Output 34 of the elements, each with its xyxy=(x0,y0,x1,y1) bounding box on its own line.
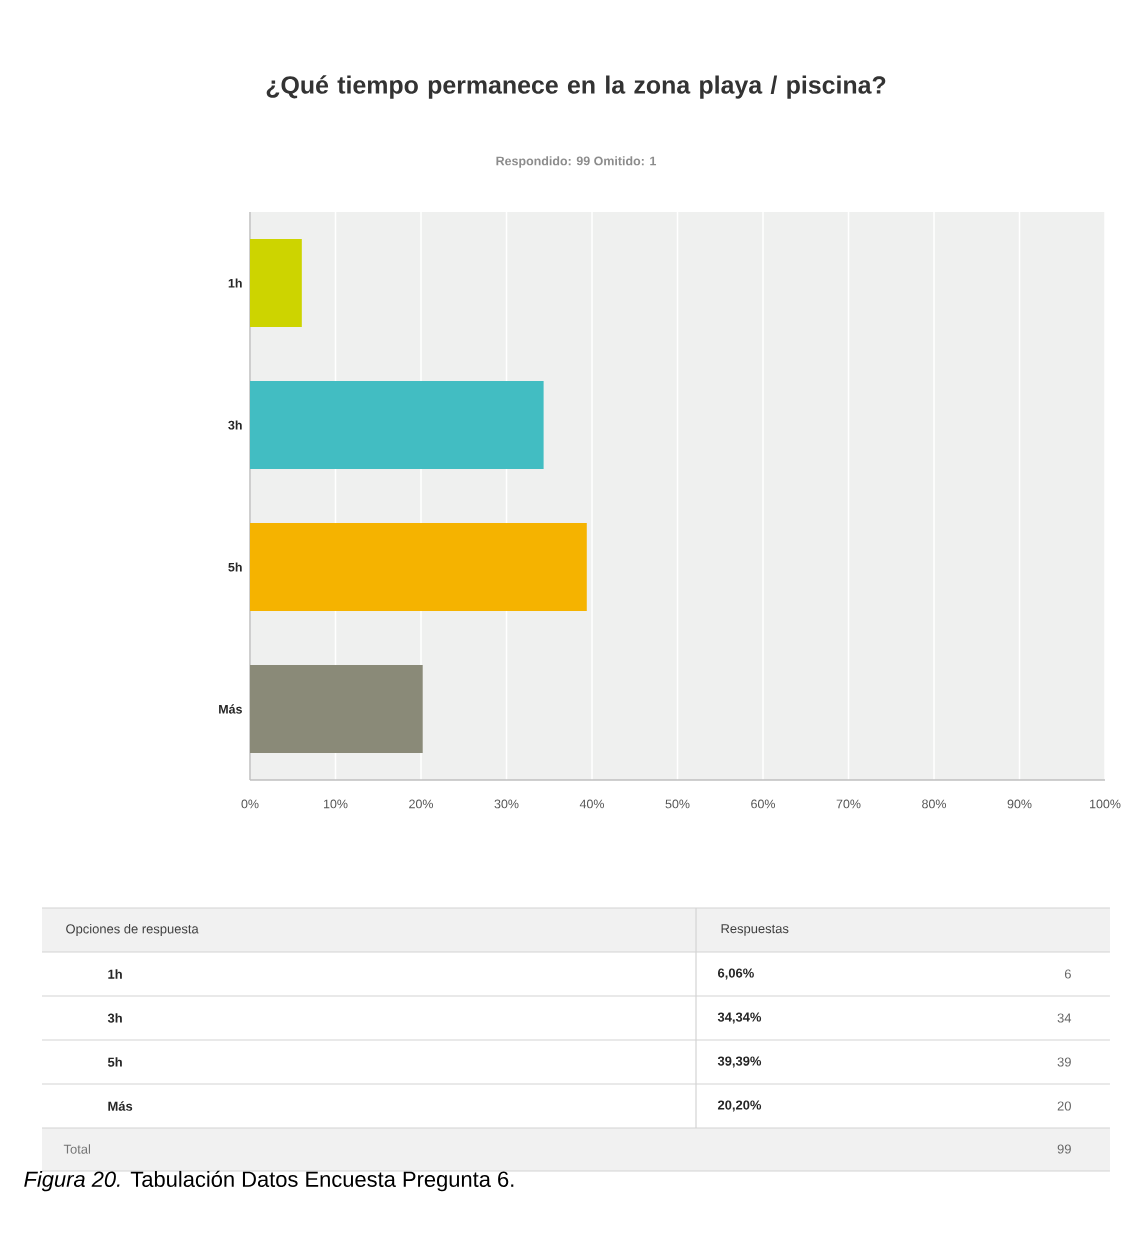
text: 34,34% xyxy=(717,1012,762,1024)
category-label: 5h xyxy=(107,1057,122,1067)
text: Total xyxy=(63,1144,91,1154)
text: 39 xyxy=(1057,1057,1071,1067)
x-tick-label: 30% xyxy=(494,799,519,809)
category-label: 3h xyxy=(107,1013,122,1023)
x-tick-label: 20% xyxy=(409,799,434,809)
text: 99 xyxy=(1057,1144,1071,1154)
text: Respuestas xyxy=(721,924,789,936)
text: Figura 20. Tabulación Datos Encuesta Pregunta 6. xyxy=(24,1170,514,1192)
x-tick-label: 70% xyxy=(836,799,861,809)
x-tick-label: 0% xyxy=(241,799,259,809)
category-label: Más xyxy=(108,1101,133,1111)
category-label: 1h xyxy=(108,969,122,979)
y-tick-label: 1h xyxy=(228,278,242,288)
y-tick-label: Más xyxy=(219,704,242,714)
x-tick-label: 40% xyxy=(579,799,605,809)
x-tick-label: 90% xyxy=(1007,799,1032,809)
x-tick-label: 60% xyxy=(751,799,776,809)
text: 20 xyxy=(1057,1101,1071,1111)
text: Opciones de respuesta xyxy=(66,923,199,937)
x-tick-label: 50% xyxy=(665,799,690,809)
y-tick-label: 3h xyxy=(228,420,242,430)
y-tick-label: 5h xyxy=(228,562,242,572)
chart-title: ¿Qué tiempo permanece en la zona playa / piscina? xyxy=(266,75,886,99)
text: 20,20% xyxy=(717,1100,762,1112)
text: 6,06% xyxy=(717,968,754,980)
text: 39,39% xyxy=(717,1056,762,1068)
text: 34 xyxy=(1057,1013,1072,1023)
x-tick-label: 100% xyxy=(1090,799,1121,809)
chart-subtitle: Respondido: 99 Omitido: 1 xyxy=(496,156,657,168)
x-tick-label: 10% xyxy=(323,799,348,809)
x-tick-label: 80% xyxy=(922,799,947,809)
text: 6 xyxy=(1064,969,1071,979)
